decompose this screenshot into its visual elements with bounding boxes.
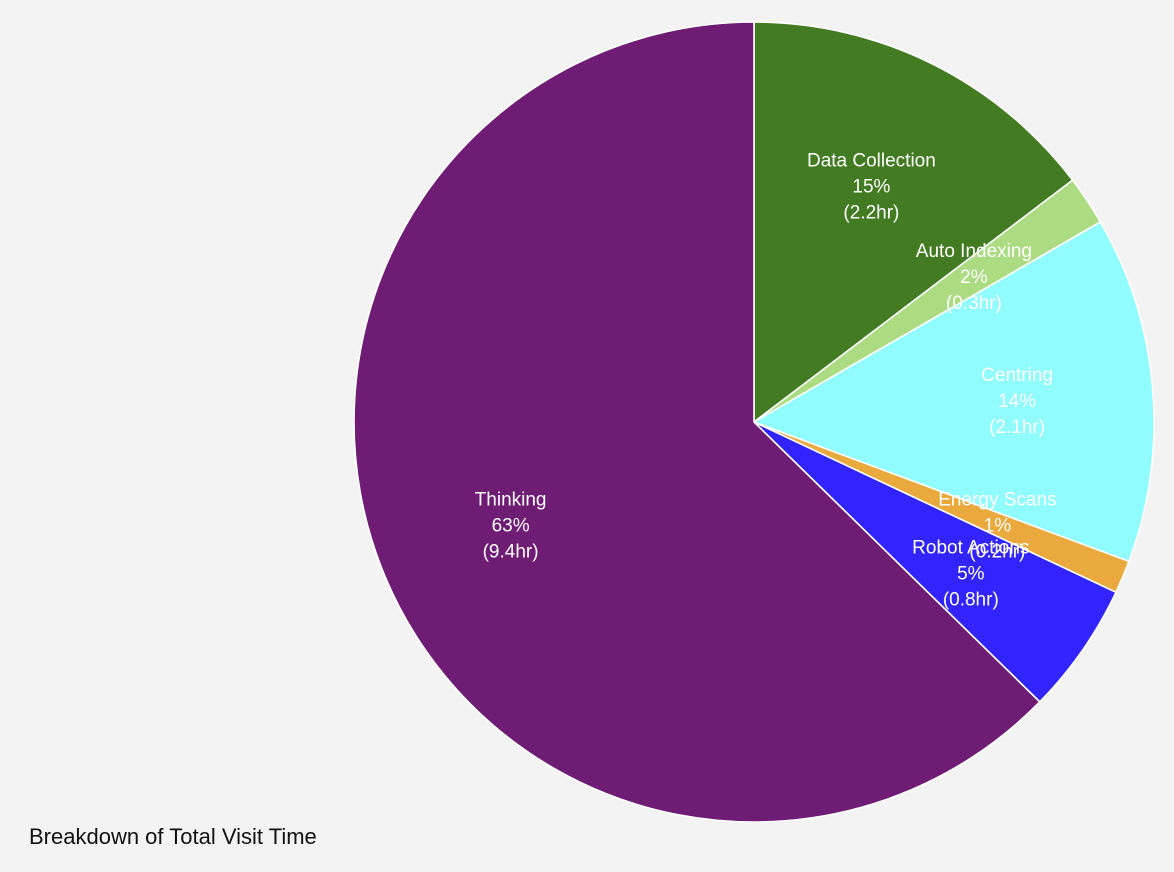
label-duration: (9.4hr)	[483, 541, 539, 562]
slice-label-thinking: Thinking 63% (9.4hr)	[475, 489, 547, 562]
pie-slice-robot-actions	[753, 421, 1117, 704]
slice-label-centring: Centring 14% (2.1hr)	[981, 365, 1053, 438]
label-name: Thinking	[475, 489, 547, 510]
label-name: Data Collection	[807, 151, 936, 172]
label-name: Robot Actions	[912, 538, 1029, 559]
label-percent: 15%	[852, 177, 890, 198]
slice-label-data-collection: Data Collection 15% (2.2hr)	[807, 151, 936, 224]
pie-slice-data-collection	[753, 21, 1074, 424]
chart-caption: Breakdown of Total Visit Time	[29, 824, 317, 849]
label-duration: (0.3hr)	[946, 293, 1002, 314]
pie-slice-thinking	[353, 21, 1041, 823]
label-percent: 14%	[998, 391, 1036, 412]
label-percent: 5%	[957, 564, 985, 585]
label-name: Energy Scans	[938, 489, 1056, 510]
pie-slices	[353, 21, 1155, 823]
pie-labels: Data Collection 15% (2.2hr) Auto Indexing 2%…	[475, 151, 1057, 611]
slice-label-energy-scans: Energy Scans 1% (0.2hr)	[938, 489, 1056, 562]
label-duration: (0.8hr)	[943, 590, 999, 611]
label-duration: (0.2hr)	[969, 541, 1025, 562]
slice-label-auto-indexing: Auto Indexing 2% (0.3hr)	[916, 241, 1032, 314]
label-duration: (2.1hr)	[989, 417, 1045, 438]
label-percent: 63%	[492, 515, 530, 536]
label-percent: 2%	[960, 267, 988, 288]
pie-slice-centring	[752, 220, 1155, 563]
label-duration: (2.2hr)	[843, 203, 899, 224]
label-name: Auto Indexing	[916, 241, 1032, 262]
slice-label-robot-actions: Robot Actions 5% (0.8hr)	[912, 538, 1029, 611]
label-percent: 1%	[984, 515, 1012, 536]
label-name: Centring	[981, 365, 1053, 386]
